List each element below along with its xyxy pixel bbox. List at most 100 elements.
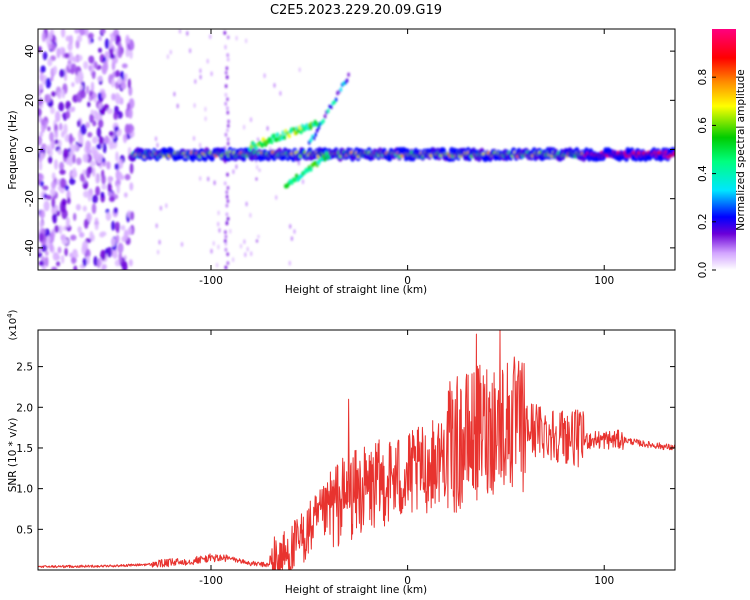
noise-cell	[89, 160, 96, 167]
noise-cell	[65, 100, 71, 111]
noise-cell	[69, 252, 74, 258]
noise-cell	[59, 69, 66, 78]
faint-cell	[176, 103, 179, 109]
colorbar-tick-label: 0.4	[697, 165, 709, 182]
noise-cell	[87, 32, 94, 39]
noise-cell	[85, 85, 90, 95]
noise-cell	[67, 197, 71, 205]
branch-cell	[334, 97, 338, 102]
noise-cell	[96, 127, 102, 138]
noise-cell	[87, 131, 93, 138]
noise-cell	[50, 76, 54, 82]
noise-cell	[104, 135, 110, 144]
noise-cell	[87, 101, 91, 108]
noise-cell	[70, 143, 75, 155]
noise-cell	[52, 65, 58, 75]
noise-cell	[45, 256, 49, 267]
arc-cell	[292, 126, 296, 132]
noise-cell	[123, 261, 128, 270]
noise-cell	[119, 174, 125, 181]
faint-cell	[235, 164, 238, 170]
colorbar-ticks: 0.0 0.2 0.4 0.6 0.8	[697, 69, 716, 278]
faint-cell	[215, 262, 219, 268]
faint-cell	[192, 136, 196, 141]
noise-cell	[55, 261, 61, 267]
noise-cell	[104, 50, 110, 58]
streak-cell	[255, 177, 258, 181]
noise-cell	[56, 210, 61, 217]
noise-cell	[123, 229, 129, 241]
noise-cell	[102, 60, 109, 72]
y-tick-label: 40	[24, 44, 36, 57]
noise-cell	[39, 131, 44, 138]
streak-cell	[223, 181, 227, 186]
noise-cell	[97, 76, 103, 82]
faint-cell	[250, 251, 253, 257]
noise-cell	[56, 178, 61, 186]
noise-cell	[124, 173, 131, 181]
noise-cell	[88, 95, 93, 102]
faint-cell	[194, 79, 197, 84]
noise-cell	[100, 191, 105, 198]
noise-cell	[58, 122, 63, 131]
noise-cell	[48, 43, 52, 51]
noise-cell	[73, 212, 77, 221]
noise-cell	[55, 111, 61, 123]
streak-cell	[226, 141, 230, 146]
streak-cell	[226, 199, 230, 204]
noise-cell	[78, 232, 85, 238]
lower-branch-cell	[309, 167, 313, 172]
noise-cell	[112, 252, 118, 259]
faint-cell	[165, 203, 168, 209]
streak-cell	[223, 30, 227, 35]
branch-cell	[314, 132, 317, 137]
noise-cell	[90, 37, 94, 44]
noise-cell	[50, 106, 55, 115]
noise-cell	[101, 263, 107, 270]
noise-cell	[44, 250, 49, 256]
noise-cell	[70, 234, 77, 241]
noise-cell	[72, 167, 77, 179]
noise-cell	[61, 89, 66, 99]
noise-cell	[38, 232, 44, 243]
noise-cell	[78, 54, 83, 62]
noise-cell	[46, 144, 51, 152]
faint-cell	[217, 244, 220, 250]
streak-cell	[226, 252, 230, 257]
noise-cell	[89, 230, 94, 241]
colorbar-tick-label: 0.8	[697, 69, 709, 86]
spectrogram-panel: -100 0 100 -40 -20 0 20 40 Height of straight …	[7, 28, 676, 296]
snr-y-multiplier: (x104)	[6, 309, 19, 340]
faint-cell	[218, 228, 221, 233]
streak-cell	[225, 221, 229, 226]
noise-cell	[91, 166, 96, 177]
noise-cell	[48, 32, 53, 40]
noise-cell	[49, 188, 56, 196]
noise-cell	[73, 265, 78, 270]
noise-cell	[120, 225, 126, 231]
faint-cell	[244, 252, 247, 258]
y-tick-label: 1.0	[16, 484, 33, 496]
streak-cell	[225, 194, 229, 199]
noise-cell	[78, 29, 85, 33]
noise-cell	[47, 126, 51, 132]
streak-cell	[224, 70, 228, 75]
faint-cell	[159, 205, 163, 211]
branch-cell	[312, 136, 316, 141]
faint-cell	[204, 116, 207, 122]
faint-cell	[293, 229, 296, 234]
noise-cell	[91, 203, 97, 214]
noise-cell	[82, 153, 89, 163]
colorbar: 0.0 0.2 0.4 0.6 0.8 Normalized spectral ampl…	[697, 29, 747, 278]
faint-cell	[255, 164, 259, 170]
noise-cell	[97, 47, 103, 53]
noise-cell	[98, 136, 105, 145]
noise-cell	[40, 65, 46, 73]
noise-cell	[42, 185, 49, 191]
noise-cell	[82, 257, 87, 267]
noise-cell	[41, 244, 48, 253]
faint-cell	[263, 73, 266, 79]
noise-cell	[122, 133, 128, 144]
snr-x-ticks: -100 0 100	[199, 330, 614, 587]
noise-cell	[83, 61, 89, 70]
